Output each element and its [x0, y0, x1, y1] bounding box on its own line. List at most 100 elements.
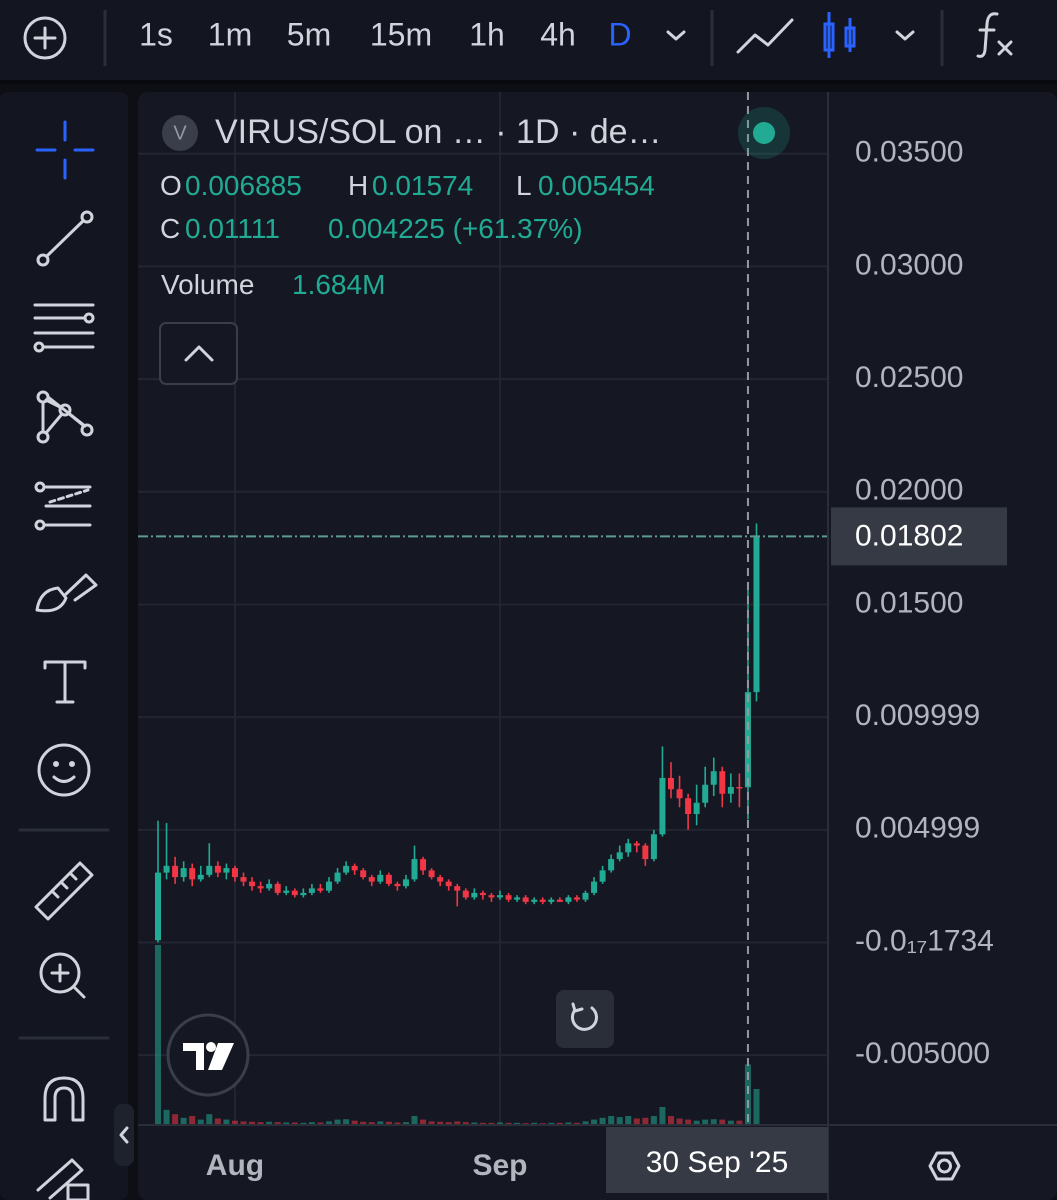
projection-tool[interactable] [34, 481, 92, 531]
volume-bar [608, 1116, 615, 1125]
add-button[interactable] [23, 16, 67, 60]
interval-button[interactable]: D [608, 16, 631, 52]
candle-body [343, 865, 350, 873]
crosshair-tool[interactable] [35, 120, 95, 180]
candle-body [599, 870, 606, 882]
candle-body [360, 870, 367, 878]
volume-bar [462, 1122, 469, 1125]
volume-bar [437, 1121, 444, 1125]
interval-menu[interactable] [666, 30, 686, 41]
top-toolbar [0, 0, 1057, 80]
chart-type-menu[interactable] [895, 30, 915, 41]
candle-body [454, 886, 461, 891]
volume-bar [257, 1122, 264, 1125]
interval-button[interactable]: 15m [370, 16, 432, 52]
collapse-legend[interactable] [159, 322, 238, 385]
candle-body [642, 845, 649, 860]
emoji-tool[interactable] [37, 743, 91, 797]
x-tick-label: Sep [472, 1149, 527, 1182]
volume-bar [411, 1116, 418, 1125]
volume-value: 1.684M [292, 269, 385, 300]
reset-button[interactable] [556, 990, 614, 1048]
candle-body [240, 877, 247, 882]
volume-bar [710, 1119, 717, 1125]
volume-bar [616, 1117, 623, 1125]
crosshair-date-label: 30 Sep '25 [646, 1146, 789, 1179]
volume-bar [326, 1121, 332, 1125]
candle-body [582, 892, 589, 900]
volume-bar [343, 1119, 350, 1125]
last-price-label: 0.01802 [855, 519, 963, 552]
volume-bar [274, 1122, 281, 1125]
volume-bar [308, 1122, 315, 1125]
zoom-tool[interactable] [39, 952, 86, 999]
volume-bar [565, 1122, 572, 1125]
interval-button[interactable]: 1s [139, 16, 173, 52]
y-tick-label: 0.01500 [855, 586, 963, 619]
volume-bar [240, 1121, 247, 1125]
candle-body [445, 881, 452, 887]
volume-bar [454, 1121, 461, 1125]
magnet-tool[interactable] [43, 1076, 85, 1122]
volume-bar [514, 1122, 521, 1125]
volume-bar [548, 1122, 555, 1125]
candle-body [488, 895, 495, 898]
y-tick-label: -0.005000 [855, 1037, 990, 1070]
volume-bar [189, 1116, 196, 1125]
collapse-legend-arrow [184, 345, 214, 362]
symbol-title[interactable]: VIRUS/SOL on … · 1D · de… [215, 113, 662, 151]
candle-body [505, 895, 512, 900]
settings-button[interactable] [928, 1151, 961, 1181]
candle-body [291, 890, 298, 896]
last-price-box [831, 507, 1007, 566]
brush-tool[interactable] [35, 573, 98, 613]
candle-body [308, 888, 315, 893]
interval-button[interactable]: 5m [287, 16, 331, 52]
lock-tool[interactable] [36, 1158, 90, 1200]
volume-bar [351, 1120, 358, 1125]
x-tick-label: Aug [206, 1149, 264, 1182]
candle-body [471, 892, 478, 898]
text-tool[interactable] [43, 660, 87, 704]
volume-bar [582, 1121, 589, 1125]
volume-bar [591, 1119, 598, 1125]
indicators-button[interactable] [976, 12, 1013, 58]
interval-button[interactable]: 1h [469, 16, 505, 52]
candle-body [283, 890, 290, 893]
candle-body [266, 883, 273, 889]
close-label: C [160, 213, 180, 244]
candle-body [753, 536, 760, 693]
candle-body [659, 777, 666, 835]
volume-bar [402, 1122, 409, 1125]
candle-body [616, 852, 623, 860]
ruler-tool[interactable] [34, 861, 94, 921]
volume-bar [744, 1064, 751, 1125]
toolbar-border [0, 80, 1057, 84]
line-chart-button[interactable] [736, 18, 794, 54]
volume-bar [753, 1089, 760, 1125]
volume-bar [291, 1122, 298, 1125]
volume-bar [385, 1121, 392, 1125]
pattern-tool[interactable] [36, 390, 94, 444]
candle-body [420, 859, 427, 871]
high-label: H [348, 170, 368, 201]
volume-bar [676, 1118, 683, 1125]
candle-chart-button[interactable] [823, 12, 856, 58]
collapse-toolbar[interactable] [114, 1104, 134, 1166]
candle-body [437, 877, 444, 882]
candle-body [685, 798, 692, 815]
candle-body [172, 865, 179, 878]
candle-body [565, 897, 572, 902]
fib-tool[interactable] [33, 303, 95, 353]
volume-bar [736, 1120, 743, 1125]
candle-body [402, 879, 409, 887]
volume-bar [428, 1121, 435, 1125]
interval-button[interactable]: 1m [208, 16, 252, 52]
trendline-tool[interactable] [36, 210, 94, 267]
candle-body [317, 888, 324, 891]
interval-button[interactable]: 4h [540, 16, 576, 52]
high-value: 0.01574 [372, 170, 473, 201]
volume-bar [497, 1122, 503, 1125]
candle-body [334, 872, 341, 882]
volume-bar [283, 1122, 290, 1125]
